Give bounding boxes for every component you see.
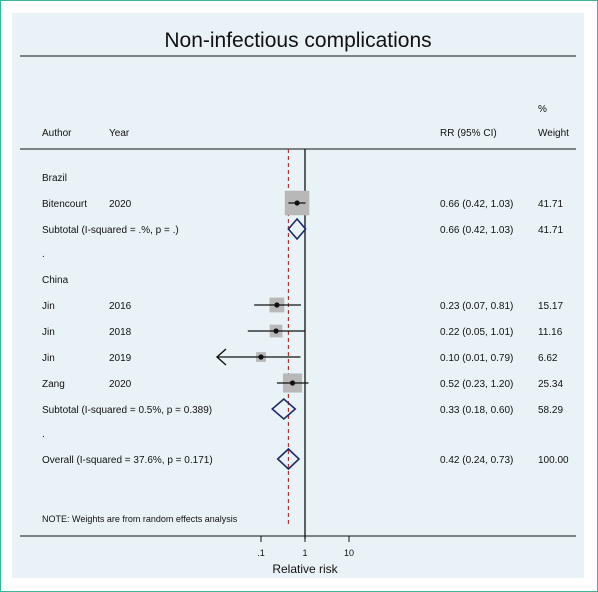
study-author: Jin — [42, 301, 55, 312]
point-estimate — [274, 302, 280, 308]
x-tick-label: .1 — [257, 548, 265, 558]
effect-ci-text: 0.33 (0.18, 0.60) — [440, 405, 513, 416]
study-year: 2016 — [109, 301, 132, 312]
effect-ci-text: 0.23 (0.07, 0.81) — [440, 301, 513, 312]
point-estimate — [273, 328, 279, 334]
x-axis-ticks: .1 1 10 — [257, 536, 354, 558]
study-year: 2019 — [109, 353, 132, 364]
author-header: Author — [42, 128, 72, 139]
study-year: 2020 — [109, 199, 132, 210]
effect-ci-text: 0.66 (0.42, 1.03) — [440, 199, 513, 210]
x-tick-label: 1 — [302, 548, 307, 558]
plot-panel: Non-infectious complications % Author Ye… — [12, 13, 584, 578]
forest-rows: Brazil Bitencourt 2020 0.66 (0.42, 1.03) 41.… — [42, 173, 569, 471]
point-estimate — [289, 380, 296, 386]
weight-header: Weight — [538, 128, 569, 139]
weight-text: 11.16 — [538, 327, 563, 338]
point-estimate — [294, 200, 300, 206]
chart-title: Non-infectious complications — [164, 29, 431, 52]
ci-truncation-arrow — [215, 348, 227, 366]
study-author: Jin — [42, 353, 55, 364]
subtotal-diamond — [287, 217, 307, 241]
weight-text: 41.71 — [538, 199, 563, 210]
effect-ci-text: 0.10 (0.01, 0.79) — [440, 353, 513, 364]
study-author: Jin — [42, 327, 55, 338]
subtotal-label: Subtotal (I-squared = .%, p = .) — [42, 225, 179, 236]
effect-ci-text: 0.42 (0.24, 0.73) — [440, 455, 513, 466]
group-label: China — [42, 275, 69, 286]
spacer-dot: . — [42, 249, 45, 260]
effect-ci-text: 0.22 (0.05, 1.01) — [440, 327, 513, 338]
ci-header: RR (95% CI) — [440, 128, 497, 139]
weight-text: 41.71 — [538, 225, 563, 236]
study-year: 2020 — [109, 379, 132, 390]
study-author: Bitencourt — [42, 199, 87, 210]
spacer-dot: . — [42, 429, 45, 440]
overall-label: Overall (I-squared = 37.6%, p = 0.171) — [42, 455, 213, 466]
subtotal-diamond — [271, 397, 297, 421]
forest-plot: Non-infectious complications % Author Ye… — [20, 29, 576, 576]
year-header: Year — [109, 128, 130, 139]
weight-text: 100.00 — [538, 455, 569, 466]
weight-text: 58.29 — [538, 405, 563, 416]
effect-ci-text: 0.66 (0.42, 1.03) — [440, 225, 513, 236]
weights-note: NOTE: Weights are from random effects an… — [42, 514, 238, 524]
effect-ci-text: 0.52 (0.23, 1.20) — [440, 379, 513, 390]
weight-text: 15.17 — [538, 301, 563, 312]
study-author: Zang — [42, 379, 65, 390]
point-estimate — [258, 354, 264, 360]
study-year: 2018 — [109, 327, 132, 338]
weight-text: 25.34 — [538, 379, 563, 390]
x-tick-label: 10 — [344, 548, 354, 558]
overall-diamond — [276, 447, 301, 471]
percent-header: % — [538, 104, 547, 115]
group-label: Brazil — [42, 173, 67, 184]
subtotal-label: Subtotal (I-squared = 0.5%, p = 0.389) — [42, 405, 212, 416]
x-axis-label: Relative risk — [272, 562, 338, 576]
weight-text: 6.62 — [538, 353, 558, 364]
